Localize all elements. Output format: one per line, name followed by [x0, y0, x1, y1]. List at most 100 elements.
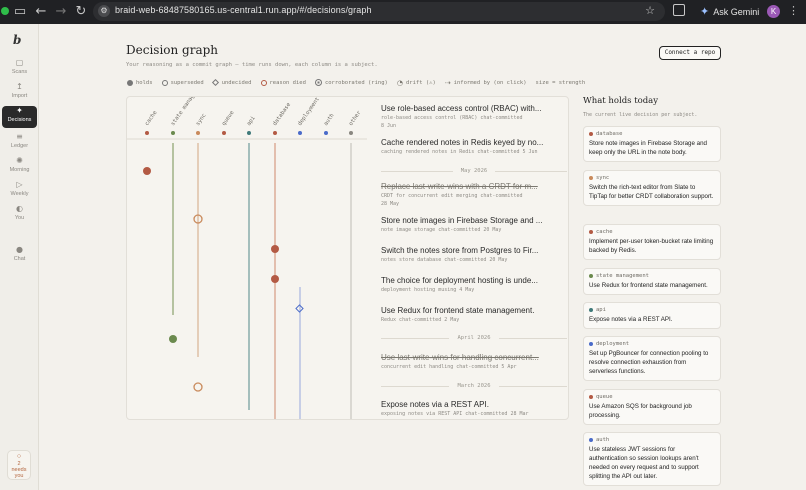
- decision-entry[interactable]: Cache rendered notes in Redis keyed by n…: [381, 137, 567, 156]
- rail-label-ledger: Ledger: [10, 143, 29, 149]
- decision-meta: caching rendered notes in Redis chat-com…: [381, 149, 538, 155]
- commit-graph: [127, 131, 367, 419]
- drift-icon: ◔: [396, 78, 403, 87]
- decision-feed: Use role-based access control (RBAC) wit…: [381, 97, 568, 419]
- decision-date: 28 May: [381, 201, 400, 207]
- rail-item-ledger[interactable]: ≡ Ledger: [2, 132, 37, 154]
- site-info-icon[interactable]: ⚙: [98, 5, 110, 17]
- decision-title[interactable]: Use role-based access control (RBAC) wit…: [381, 104, 542, 113]
- decision-title[interactable]: The choice for deployment hosting is und…: [381, 276, 538, 285]
- address-bar[interactable]: ⚙ braid-web-68487580165.us-central1.run.…: [93, 2, 665, 21]
- subject-dot-icon: [589, 230, 593, 234]
- decision-title[interactable]: Use Redux for frontend state management.: [381, 306, 535, 315]
- graph-legend: holds superseded undecided reason died c…: [127, 78, 594, 87]
- decision-entry[interactable]: Switch the notes store from Postgres to …: [381, 245, 567, 264]
- holds-card-state-management[interactable]: state management Use Redux for frontend …: [583, 268, 721, 295]
- decision-title[interactable]: Switch the notes store from Postgres to …: [381, 246, 539, 255]
- forward-arrow-icon[interactable]: →: [55, 4, 67, 19]
- column-dot-state-management: [171, 131, 175, 135]
- filled-circle-icon: [127, 79, 133, 86]
- node-database-firestore[interactable]: [271, 275, 279, 283]
- decision-entry[interactable]: The choice for deployment hosting is und…: [381, 275, 567, 294]
- needs-you-badge[interactable]: ○ 2 needs you: [7, 450, 31, 480]
- ledger-icon: ≡: [16, 132, 23, 141]
- ask-gemini-button[interactable]: ✦ Ask Gemini: [700, 3, 759, 20]
- node-deployment-undecided[interactable]: [295, 304, 304, 313]
- arrow-right-icon: ⇢: [444, 78, 451, 87]
- rail-label-scans: Scans: [11, 69, 28, 75]
- card-text: Implement per-user token-bucket rate lim…: [589, 238, 714, 254]
- rail-item-you[interactable]: ◐ You: [2, 204, 37, 226]
- column-dot-other: [349, 131, 353, 135]
- card-text: Use Redux for frontend state management.: [589, 282, 708, 289]
- decision-entry[interactable]: Use last-write-wins for handling concurr…: [381, 352, 567, 371]
- rail-item-weekly[interactable]: ▷ Weekly: [2, 180, 37, 202]
- rail-item-chat[interactable]: ● Chat: [2, 245, 37, 267]
- card-subject: auth: [596, 437, 610, 443]
- url-text[interactable]: braid-web-68487580165.us-central1.run.ap…: [115, 5, 372, 15]
- legend-undecided: undecided: [211, 78, 252, 87]
- decision-title[interactable]: Replace last-write-wins with a CRDT for …: [381, 182, 538, 191]
- decision-entry[interactable]: Store note images in Firebase Storage an…: [381, 215, 567, 234]
- decision-title[interactable]: Store note images in Firebase Storage an…: [381, 216, 543, 225]
- card-text: Expose notes via a REST API.: [589, 316, 673, 323]
- rail-label-you: You: [14, 215, 25, 221]
- node-sync-crdt[interactable]: [193, 214, 203, 224]
- holds-card-api[interactable]: api Expose notes via a REST API.: [583, 302, 721, 329]
- decision-entry[interactable]: Expose notes via a REST API. exposing no…: [381, 399, 567, 418]
- decision-meta: CRDT for concurrent edit merging chat-co…: [381, 193, 523, 199]
- app-logo[interactable]: b: [13, 33, 22, 47]
- page-title: Decision graph: [126, 43, 219, 57]
- legend-holds: holds: [127, 79, 153, 86]
- browser-toolbar: ▭ ← → ↻ ⚙ braid-web-68487580165.us-centr…: [0, 0, 806, 24]
- reason-died-icon: [260, 79, 267, 86]
- rail-label-chat: Chat: [13, 256, 26, 262]
- decision-entry[interactable]: Use Redux for frontend state management.…: [381, 305, 567, 324]
- holds-card-auth[interactable]: auth Use stateless JWT sessions for auth…: [583, 432, 721, 486]
- node-state-redux[interactable]: [169, 335, 177, 343]
- decision-meta: deployment hosting musing 4 May: [381, 287, 475, 293]
- extensions-icon[interactable]: [673, 4, 685, 16]
- decision-meta: notes store database chat-committed 20 M…: [381, 257, 508, 263]
- holds-card-deployment[interactable]: deployment Set up PgBouncer for connecti…: [583, 336, 721, 381]
- browser-menu-icon[interactable]: ⋮: [788, 4, 799, 17]
- legend-size: size = strength: [536, 80, 586, 86]
- decision-entry[interactable]: Use role-based access control (RBAC) wit…: [381, 103, 567, 130]
- rail-item-scans[interactable]: ▢ Scans: [2, 58, 37, 80]
- card-subject: deployment: [596, 341, 630, 347]
- back-arrow-icon[interactable]: ←: [35, 4, 47, 19]
- rail-item-import[interactable]: ↥ Import: [2, 82, 37, 104]
- holds-title: What holds today: [583, 96, 659, 106]
- decision-title[interactable]: Expose notes via a REST API.: [381, 400, 489, 409]
- decision-title[interactable]: Cache rendered notes in Redis keyed by n…: [381, 138, 544, 147]
- node-sync-lww[interactable]: [193, 382, 203, 392]
- connect-repo-button[interactable]: Connect a repo: [659, 46, 721, 60]
- column-dot-sync: [196, 131, 200, 135]
- rail-label-weekly: Weekly: [10, 191, 29, 197]
- column-dot-api: [247, 131, 251, 135]
- window-control-icon[interactable]: [1, 7, 9, 15]
- decision-meta: role-based access control (RBAC) chat-co…: [381, 115, 523, 121]
- bookmark-star-icon[interactable]: ☆: [645, 4, 655, 17]
- decision-date: 8 Jun: [381, 123, 397, 129]
- card-subject: api: [596, 307, 606, 313]
- rail-item-morning[interactable]: ✺ Morning: [2, 156, 37, 178]
- reload-icon[interactable]: ↻: [75, 4, 87, 19]
- decision-entry[interactable]: Replace last-write-wins with a CRDT for …: [381, 181, 567, 208]
- card-subject: state management: [596, 273, 649, 279]
- card-text: Use Amazon SQS for background job proces…: [589, 403, 692, 419]
- chat-icon: ●: [16, 245, 23, 254]
- node-cache-redis[interactable]: [143, 167, 151, 175]
- rail-item-decisions[interactable]: ✦ Decisions: [2, 106, 37, 128]
- holds-card-database[interactable]: database Store note images in Firebase S…: [583, 126, 721, 162]
- sidebar-toggle-icon[interactable]: ▭: [13, 4, 27, 19]
- legend-corroborated-label: corroborated (ring): [324, 79, 388, 86]
- decision-title[interactable]: Use last-write-wins for handling concurr…: [381, 353, 539, 362]
- holds-card-queue[interactable]: queue Use Amazon SQS for background job …: [583, 389, 721, 425]
- holds-card-sync[interactable]: sync Switch the rich-text editor from Sl…: [583, 170, 721, 206]
- node-database-images[interactable]: [271, 245, 279, 253]
- needs-label: needs: [11, 467, 27, 473]
- profile-avatar[interactable]: K: [767, 5, 780, 18]
- morning-icon: ✺: [16, 156, 23, 165]
- holds-card-cache[interactable]: cache Implement per-user token-bucket ra…: [583, 224, 721, 260]
